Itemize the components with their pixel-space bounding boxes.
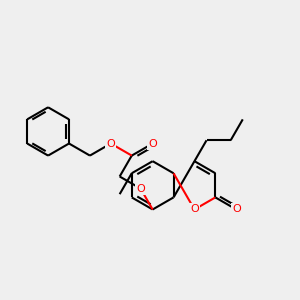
Text: O: O [148, 139, 157, 148]
Text: O: O [136, 184, 145, 194]
Text: O: O [190, 205, 199, 214]
Text: O: O [232, 205, 241, 214]
Text: O: O [106, 139, 115, 148]
